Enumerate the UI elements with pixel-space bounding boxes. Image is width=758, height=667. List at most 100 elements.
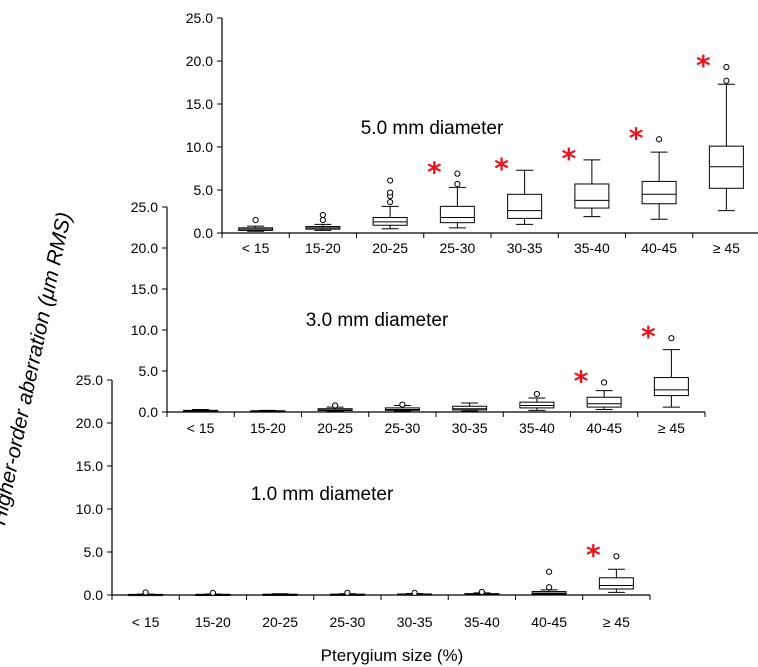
x-tick-label: 15-20 (195, 614, 231, 630)
x-tick-label: 20-25 (262, 614, 298, 630)
box-2 (195, 589, 231, 597)
box-2 (305, 211, 341, 231)
x-tick-label: 35-40 (464, 614, 500, 630)
x-tick-label: 15-20 (250, 420, 286, 436)
outlier-point (454, 170, 461, 177)
outlier-point (142, 589, 149, 596)
y-tick-label: 15.0 (186, 96, 213, 112)
box-5: * (494, 152, 543, 225)
box-3 (262, 593, 298, 596)
panel-2: 0.0 5.0 10.0 15.0 20.0 25.0 < 15 15-20 20-25 25-3… (131, 199, 706, 436)
significance-asterisk: * (574, 364, 589, 397)
panel-title: 3.0 mm diameter (306, 310, 449, 331)
x-axis-label: Pterygium size (%) (321, 646, 464, 665)
x-tick-label: ≥ 45 (658, 420, 685, 436)
outlier-point (454, 180, 461, 188)
x-tick-label: < 15 (242, 240, 270, 256)
y-tick-label: 10.0 (186, 139, 213, 155)
x-tick-label: < 15 (132, 614, 160, 630)
significance-asterisk: * (629, 121, 644, 154)
y-tick-label: 0.0 (194, 225, 214, 241)
outlier-point (344, 589, 351, 596)
y-tick-label: 15.0 (131, 281, 158, 297)
box-8: * (586, 538, 634, 593)
outlier-point (387, 177, 394, 184)
y-tick-label: 20.0 (76, 415, 103, 431)
outlier-point (399, 401, 406, 408)
y-tick-label: 5.0 (194, 182, 214, 198)
outlier-point (387, 189, 394, 196)
y-tick-label: 20.0 (186, 53, 213, 69)
box-4 (384, 401, 420, 412)
y-tick-label: 10.0 (76, 501, 103, 517)
outlier-point (668, 335, 675, 342)
box-6: * (562, 142, 610, 218)
outlier-point (656, 136, 663, 143)
y-axis-label: Higher-order aberration (μm RMS) (0, 210, 76, 527)
box-8: * (641, 320, 689, 408)
y-tick-label: 25.0 (131, 199, 158, 215)
outlier-point (533, 390, 540, 398)
outlier-point (252, 217, 259, 224)
significance-asterisk: * (562, 142, 577, 175)
x-tick-label: 20-25 (317, 420, 353, 436)
x-tick-label: 25-30 (384, 420, 420, 436)
y-tick-label: 25.0 (76, 372, 103, 388)
box-7: * (574, 364, 622, 411)
box-3 (317, 402, 353, 412)
outlier-point (478, 588, 485, 596)
x-tick-label: 15-20 (305, 240, 341, 256)
box-5 (397, 589, 433, 596)
x-tick-label: 35-40 (519, 420, 555, 436)
outlier-point (723, 77, 730, 84)
y-tick-label: 5.0 (84, 544, 104, 560)
x-tick-label: 30-35 (507, 240, 543, 256)
box-1 (128, 589, 164, 597)
iqr-box (574, 183, 610, 209)
box-4: * (427, 156, 475, 229)
box-7: * (629, 121, 677, 220)
x-tick-label: < 15 (187, 420, 215, 436)
panel-title: 5.0 mm diameter (361, 118, 504, 139)
box-2 (250, 409, 286, 413)
x-tick-label: 25-30 (329, 614, 365, 630)
outlier-point (332, 402, 339, 409)
outlier-point (209, 589, 216, 596)
iqr-box (598, 577, 634, 590)
iqr-box (439, 205, 475, 224)
significance-asterisk: * (586, 538, 601, 571)
outlier-point (723, 63, 730, 71)
y-tick-label: 15.0 (76, 458, 103, 474)
x-tick-label: ≥ 45 (713, 240, 740, 256)
box-6 (519, 390, 555, 411)
iqr-box (452, 405, 488, 411)
x-tick-label: 40-45 (586, 420, 622, 436)
box-1 (183, 409, 219, 413)
outlier-point (387, 198, 394, 206)
box-8: * (696, 49, 744, 212)
y-tick-label: 20.0 (131, 240, 158, 256)
panel-title: 1.0 mm diameter (251, 484, 394, 505)
x-tick-label: ≥ 45 (603, 614, 630, 630)
outlier-point (319, 217, 326, 224)
box-4 (329, 589, 365, 596)
chart-panels: 0.0 5.0 10.0 15.0 20.0 25.0 < 15 15-20 20-25 25-3… (76, 10, 758, 630)
box-6 (464, 588, 500, 596)
outlier-point (319, 211, 326, 219)
outlier-point (546, 568, 553, 575)
iqr-box (586, 396, 622, 408)
x-tick-label: 40-45 (531, 614, 567, 630)
box-7 (531, 568, 567, 596)
y-tick-label: 0.0 (139, 404, 159, 420)
y-tick-label: 25.0 (186, 10, 213, 26)
panel-1: 0.0 5.0 10.0 15.0 20.0 25.0 < 15 15-20 20-25 25-3… (186, 10, 758, 256)
y-tick-label: 10.0 (131, 322, 158, 338)
significance-asterisk: * (494, 152, 509, 185)
box-3 (372, 177, 408, 230)
panel-3: 0.0 5.0 10.0 15.0 20.0 25.0 < 15 15-20 20-25 25-3… (76, 372, 651, 630)
outlier-point (546, 584, 553, 591)
y-tick-label: 5.0 (139, 363, 159, 379)
box-1 (238, 217, 274, 232)
significance-asterisk: * (641, 320, 656, 353)
